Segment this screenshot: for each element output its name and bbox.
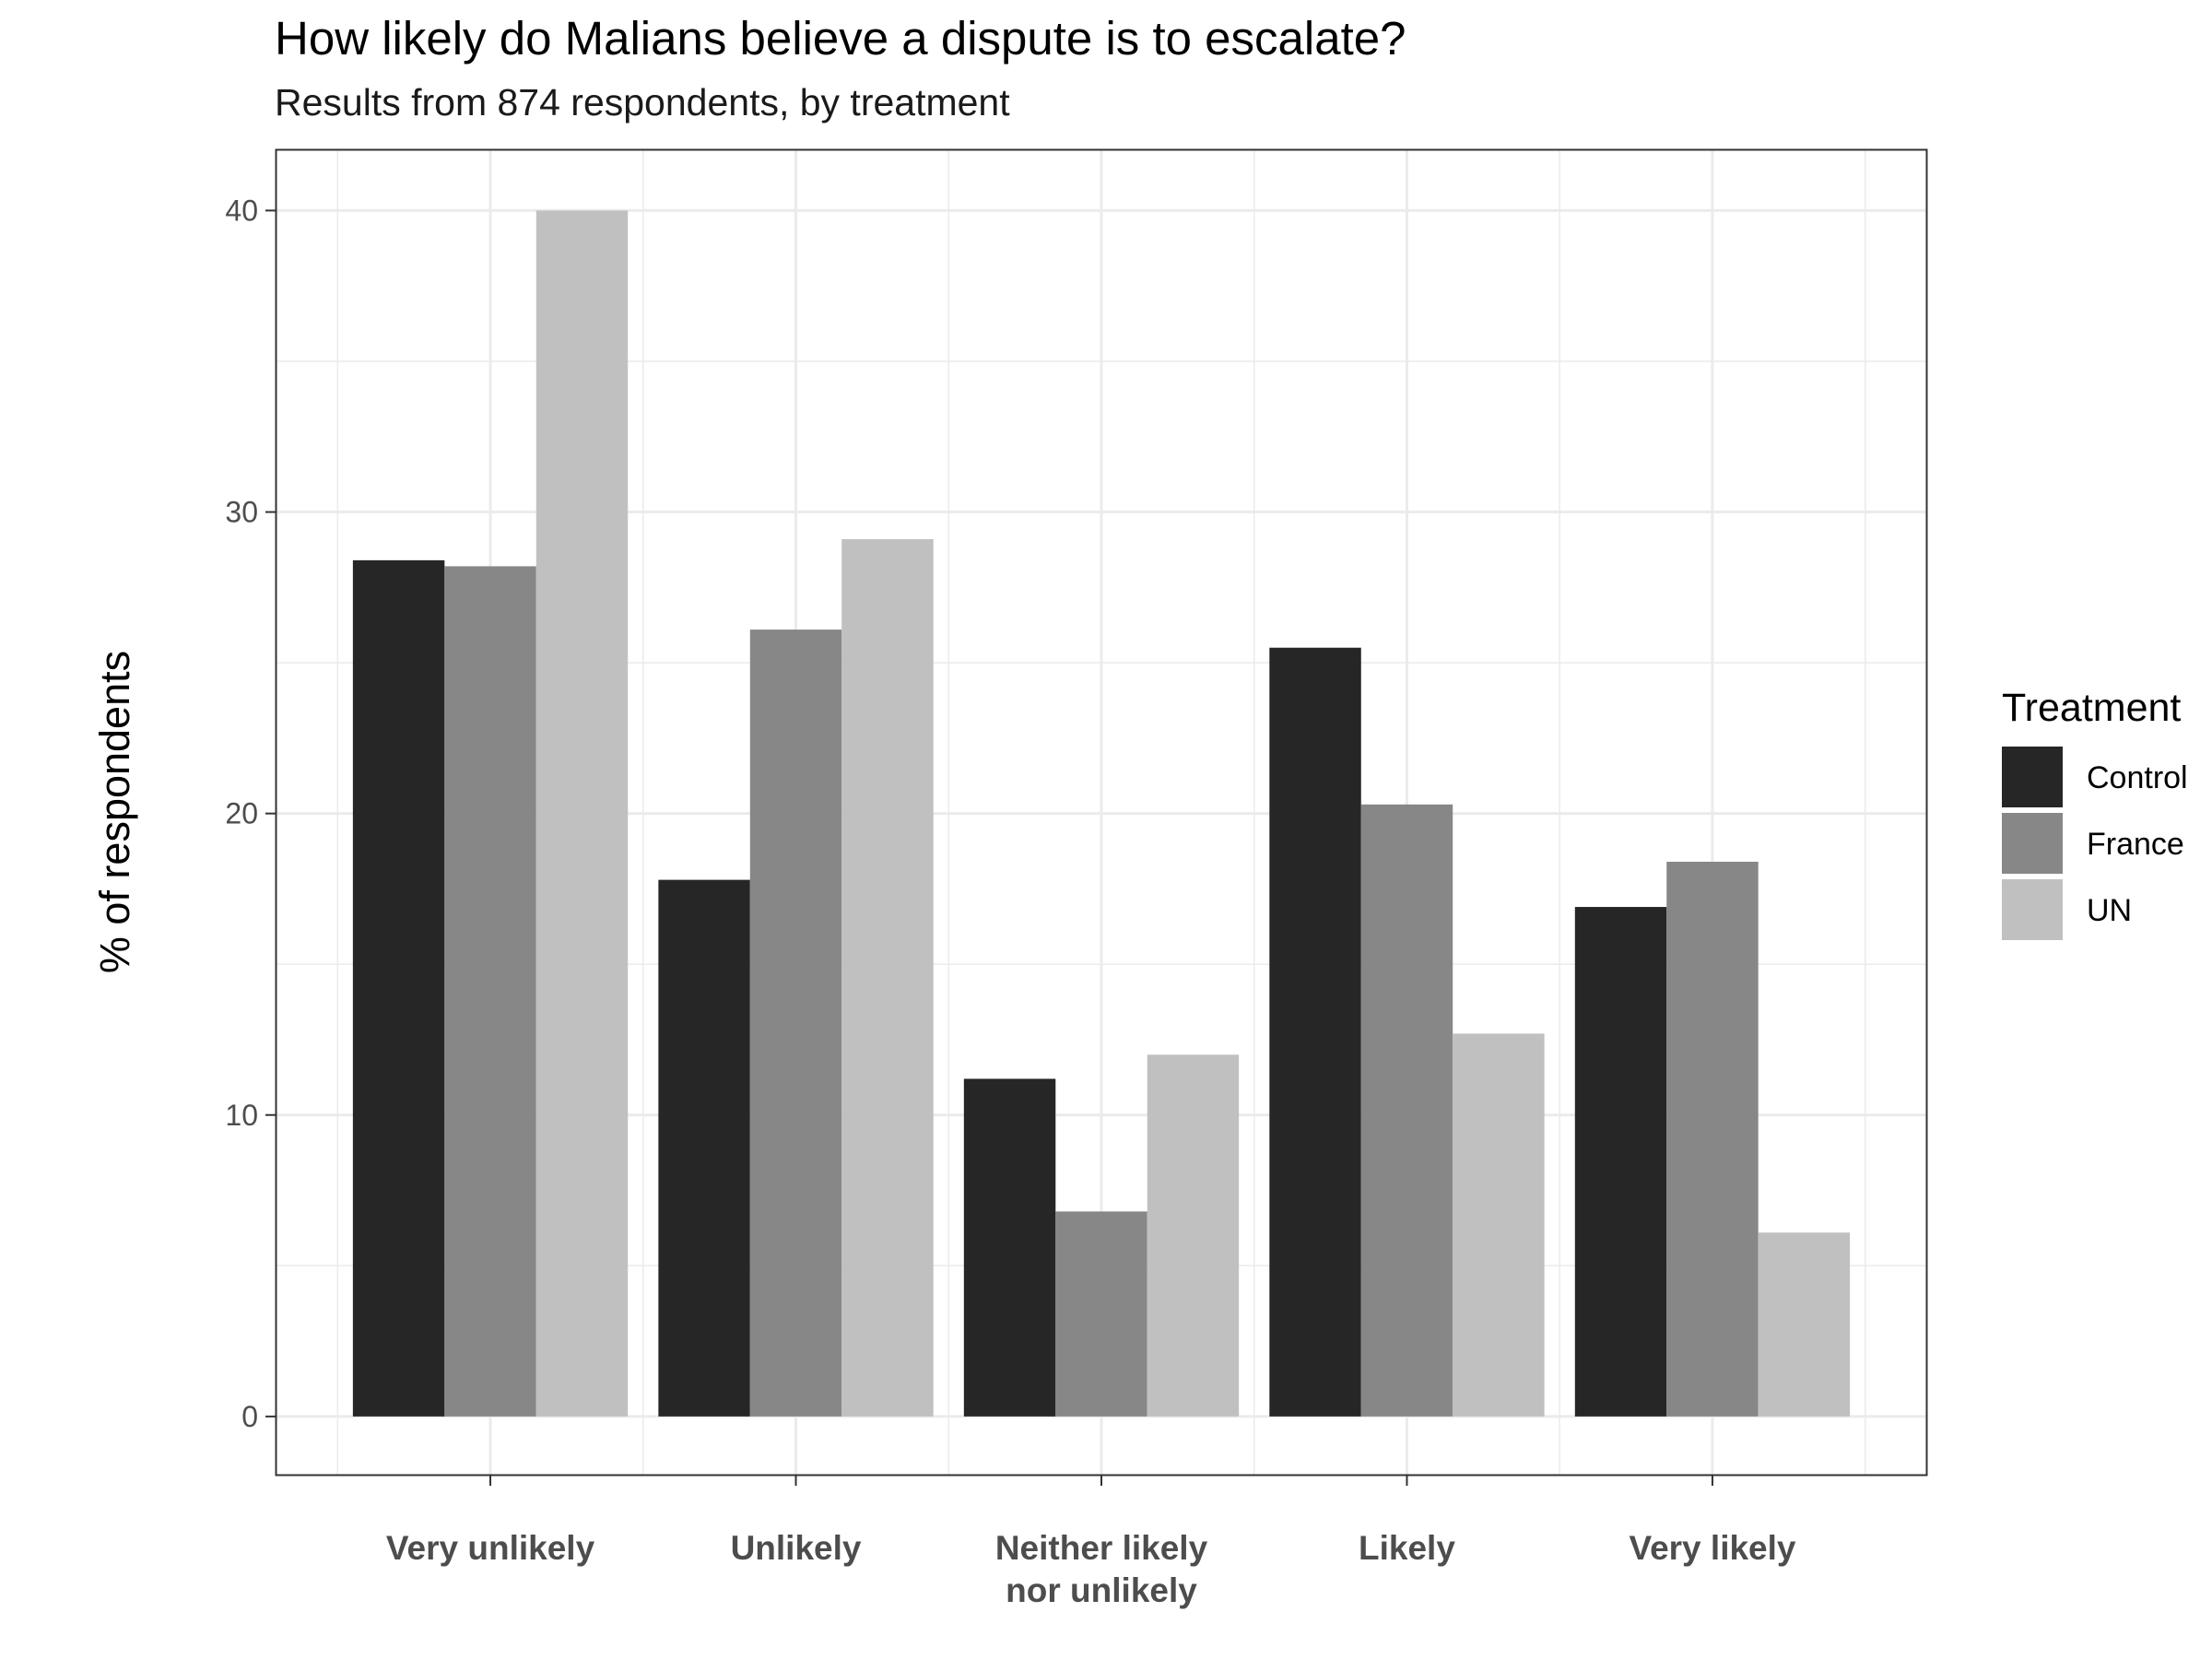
y-tick-label: 20 — [225, 797, 258, 830]
x-tick-label: Neither likely — [995, 1529, 1208, 1567]
bar-un-4 — [1758, 1232, 1851, 1417]
bar-france-1 — [749, 629, 842, 1417]
y-tick-label: 30 — [225, 496, 258, 529]
y-axis-title: % of respondents — [91, 651, 138, 973]
x-tick-label: Unlikely — [731, 1529, 862, 1567]
bar-france-2 — [1055, 1211, 1147, 1417]
bar-control-3 — [1269, 647, 1361, 1417]
bar-control-1 — [658, 879, 750, 1417]
bar-control-0 — [352, 559, 445, 1417]
bar-un-3 — [1453, 1033, 1545, 1417]
bar-france-0 — [444, 566, 536, 1417]
x-tick-label: Very unlikely — [386, 1529, 595, 1567]
bar-un-2 — [1147, 1054, 1240, 1417]
y-tick-label: 10 — [225, 1099, 258, 1132]
bar-control-4 — [1574, 907, 1667, 1417]
legend-label-france: France — [2087, 827, 2184, 862]
legend: Treatment Control France UN — [2002, 686, 2188, 940]
legend-key-un — [2002, 879, 2063, 940]
y-tick-label: 40 — [225, 194, 258, 227]
bar-un-0 — [535, 210, 629, 1417]
legend-title: Treatment — [2002, 686, 2181, 730]
legend-label-un: UN — [2087, 893, 2132, 928]
bar-france-4 — [1666, 861, 1759, 1417]
bar-un-1 — [841, 538, 934, 1417]
legend-key-france — [2002, 813, 2063, 874]
y-tick-label: 0 — [241, 1400, 258, 1433]
legend-key-control — [2002, 747, 2063, 807]
legend-label-control: Control — [2087, 760, 2188, 795]
x-tick-label: nor unlikely — [1006, 1571, 1197, 1609]
x-tick-label: Likely — [1359, 1529, 1455, 1567]
chart-subtitle: Results from 874 respondents, by treatme… — [275, 81, 1010, 124]
bars — [352, 210, 1851, 1417]
axes: 0 10 20 30 40 Very unlikely Unlikely Neither li… — [225, 194, 1795, 1609]
bar-control-2 — [963, 1078, 1056, 1417]
chart-title: How likely do Malians believe a dispute … — [275, 12, 1406, 65]
x-tick-label: Very likely — [1629, 1529, 1795, 1567]
bar-france-3 — [1360, 804, 1453, 1417]
